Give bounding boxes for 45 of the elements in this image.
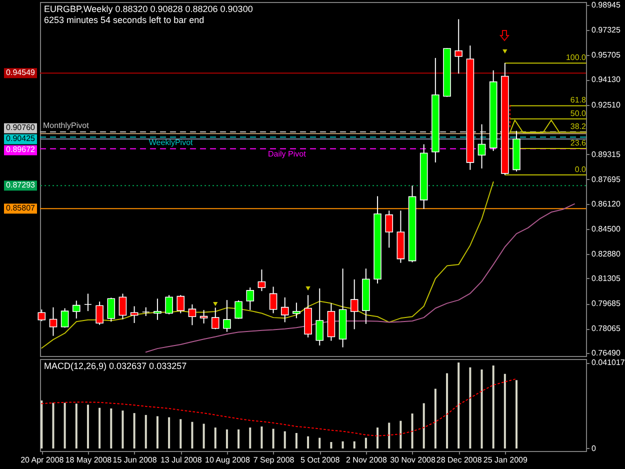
x-tick-label: 13 Jul 2008 bbox=[160, 456, 202, 464]
y-tick-label: 0.87695 bbox=[592, 174, 621, 184]
y-tick-label: 0.97325 bbox=[592, 26, 621, 35]
ref-line-label: 0.90760 bbox=[6, 123, 36, 132]
ref-line-label: 0.94549 bbox=[6, 68, 36, 78]
x-tick-label: 10 Aug 2008 bbox=[204, 456, 250, 464]
text: 6253 minutes 54 seconds left to bar end bbox=[44, 15, 204, 25]
y-tick-label: 0.81305 bbox=[592, 274, 621, 283]
y-tick-label: 0.84500 bbox=[592, 224, 621, 234]
annotation: MonthlyPivot bbox=[43, 120, 90, 130]
x-tick-label: 25 Jan 2009 bbox=[483, 456, 528, 464]
y-tick-label: 0.86120 bbox=[592, 199, 621, 208]
ref-line-label: 0.89672 bbox=[6, 145, 36, 154]
y-tick-label: 0.92510 bbox=[592, 100, 621, 110]
x-tick-label: 30 Nov 2008 bbox=[390, 456, 436, 464]
annotation: WeeklyPivot bbox=[148, 138, 194, 148]
ref-line-label: 0.87293 bbox=[6, 180, 36, 190]
series-label: 100.0 bbox=[566, 53, 587, 62]
y-tick-label: 0.79685 bbox=[592, 299, 621, 308]
y-tick-label: 0 bbox=[592, 444, 596, 453]
ref-line-label: 0.90425 bbox=[6, 134, 36, 144]
series-label: 61.8 bbox=[570, 96, 587, 105]
series-label: 0.0 bbox=[574, 164, 587, 174]
x-tick-label: 18 May 2008 bbox=[65, 456, 112, 464]
x-tick-label: 2 Nov 2008 bbox=[346, 456, 388, 464]
y-tick-label: 0.95705 bbox=[592, 50, 621, 60]
y-tick-label: 0.98945 bbox=[592, 0, 621, 10]
y-tick-label: 0.89315 bbox=[592, 150, 621, 159]
x-tick-label: 28 Dec 2008 bbox=[436, 456, 482, 464]
x-tick-label: 5 Oct 2008 bbox=[300, 456, 340, 464]
series-label: 23.6 bbox=[570, 138, 587, 148]
y-tick-label: 0.78065 bbox=[592, 324, 621, 334]
y-tick-label: 0.041017 bbox=[592, 358, 625, 368]
x-tick-label: 7 Sep 2008 bbox=[253, 456, 295, 464]
annotation: Daily Pivot bbox=[268, 150, 307, 159]
chart-title: MACD(12,26,9) 0.032637 0.033257 bbox=[44, 361, 187, 371]
y-tick-label: 0.76490 bbox=[592, 348, 621, 358]
x-tick-label: 15 Jun 2008 bbox=[112, 456, 158, 464]
series-label: 50.0 bbox=[570, 108, 587, 118]
ref-line-label: 0.85807 bbox=[6, 204, 36, 213]
chart-title: EURGBP,Weekly 0.88320 0.90828 0.88206 0.90300 bbox=[44, 4, 253, 14]
y-tick-label: 0.82880 bbox=[592, 250, 621, 259]
x-tick-label: 20 Apr 2008 bbox=[20, 456, 64, 464]
y-tick-label: 0.94130 bbox=[592, 75, 621, 84]
series-label: 38.2 bbox=[570, 122, 587, 132]
